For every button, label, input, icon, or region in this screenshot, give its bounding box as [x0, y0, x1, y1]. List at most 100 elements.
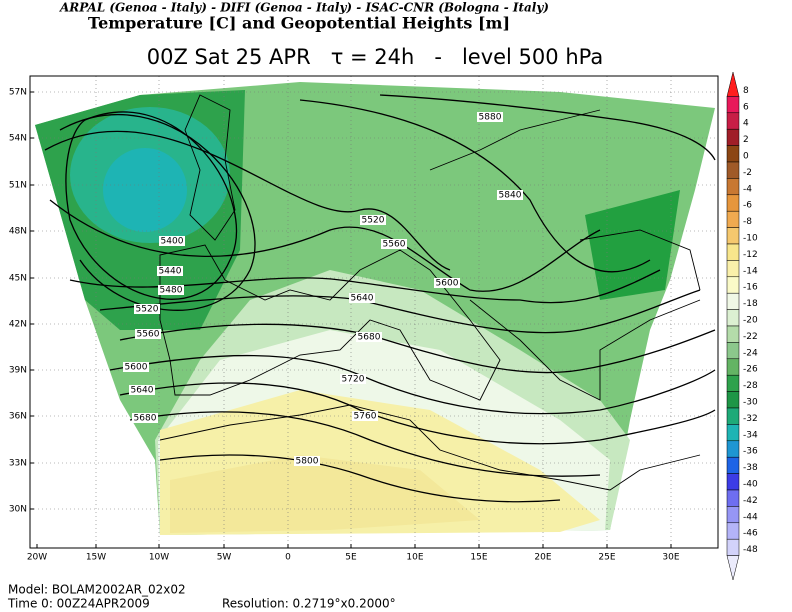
contour-label-bg [360, 215, 386, 225]
contour-label-bg [381, 239, 407, 249]
contour-label-bg [497, 190, 523, 200]
colorbar-label: -24 [743, 348, 758, 358]
lat-label: 33N [9, 459, 27, 469]
lon-label: 15E [470, 553, 487, 563]
coastlines [159, 94, 701, 491]
lat-label: 57N [9, 88, 27, 98]
colorbar-box [726, 407, 740, 425]
colorbar-box [726, 260, 740, 278]
footer-model: Model: BOLAM2002AR_02x02 [8, 583, 186, 597]
contour-label: 5480 [160, 286, 183, 296]
colorbar-label: -22 [743, 332, 758, 342]
colorbar-box [726, 391, 740, 409]
colorbar-box [726, 96, 740, 114]
colorbar-box [726, 128, 740, 146]
colorbar-label: 2 [743, 135, 749, 145]
colorbar-label: -28 [743, 381, 758, 391]
lat-label: 36N [9, 412, 27, 422]
colorbar-box [726, 489, 740, 507]
colorbar-box [726, 342, 740, 360]
colorbar-box [726, 178, 740, 196]
header-line2: Temperature [C] and Geopotential Heights… [88, 14, 510, 33]
colorbar-label: 0 [743, 152, 749, 162]
colorbar-box [726, 145, 740, 163]
footer-resolution: Resolution: 0.2719°x0.2000° [222, 597, 396, 611]
contour-label-bg [294, 456, 320, 466]
colorbar-label: -18 [743, 299, 758, 309]
contour-label-bg [349, 293, 375, 303]
contour-label: 5720 [342, 375, 365, 385]
contour-label: 5840 [499, 191, 522, 201]
map-frame [29, 75, 719, 549]
contour-label-bg [477, 112, 503, 122]
contour-label-bg [159, 236, 185, 246]
colorbar-label: -14 [743, 266, 758, 276]
contour-label: 5560 [383, 240, 406, 250]
map-fields [35, 82, 715, 535]
contour-label-bg [135, 329, 161, 339]
colorbar-box [726, 374, 740, 392]
lon-label: 30E [662, 553, 679, 563]
contour-label: 5760 [354, 412, 377, 422]
lon-label: 25E [598, 553, 615, 563]
colorbar-box [726, 325, 740, 343]
lat-label: 45N [9, 274, 27, 284]
contour-label-bg [134, 304, 160, 314]
lon-label: 5W [217, 553, 232, 563]
contour-label: 5560 [137, 330, 160, 340]
header-line1: ARPAL (Genoa - Italy) - DIFI (Genoa - It… [59, 1, 549, 15]
colorbar-label: -4 [743, 184, 752, 194]
colorbar-box [726, 538, 740, 556]
colorbar-arrow [726, 555, 740, 581]
colorbar-box [726, 456, 740, 474]
colorbar-label: -32 [743, 414, 758, 424]
colorbar-label: -16 [743, 283, 758, 293]
map-labels: 5880584055205560560054005440548055205560… [123, 112, 523, 467]
colorbar-label: -36 [743, 447, 758, 457]
colorbar-label: -8 [743, 217, 752, 227]
contour-label: 5400 [161, 237, 184, 247]
footer-time: Time 0: 00Z24APR2009 [7, 597, 150, 611]
lat-label: 48N [9, 227, 27, 237]
lon-label: 5E [345, 553, 357, 563]
colorbar-label: -48 [743, 545, 758, 555]
colorbar-label: 4 [743, 119, 749, 129]
lon-label: 15W [86, 553, 106, 563]
colorbar-label: -44 [743, 512, 758, 522]
colorbar-label: -40 [743, 480, 758, 490]
colorbar-box [726, 473, 740, 491]
contour-label-bg [158, 285, 184, 295]
colorbar-box [726, 424, 740, 442]
contour-label-bg [340, 374, 366, 384]
contour-label-bg [157, 266, 183, 276]
colorbar-box [726, 276, 740, 294]
lat-label: 54N [9, 134, 27, 144]
contour-label: 5800 [296, 457, 319, 467]
contour-label: 5640 [351, 294, 374, 304]
colorbar-box [726, 309, 740, 327]
contour-label-bg [123, 362, 149, 372]
contour-label-bg [132, 413, 158, 423]
colorbar-box [726, 227, 740, 245]
lon-label: 10W [149, 553, 169, 563]
colorbar-box [726, 210, 740, 228]
colorbar-box [726, 194, 740, 212]
colorbar-label: -20 [743, 316, 758, 326]
map-title: 00Z Sat 25 APR τ = 24h - level 500 hPa [147, 45, 603, 69]
colorbar-label: -34 [743, 430, 758, 440]
contour-label: 5520 [136, 305, 159, 315]
colorbar-label: -6 [743, 201, 752, 211]
lat-label: 30N [9, 505, 27, 515]
colorbar-label: -38 [743, 463, 758, 473]
colorbar-label: -46 [743, 529, 758, 539]
contour-label-bg [352, 411, 378, 421]
lon-label: 0 [285, 553, 291, 563]
colorbar-box [726, 522, 740, 540]
lat-label: 42N [9, 320, 27, 330]
contour-label-bg [129, 385, 155, 395]
colorbar-box [726, 112, 740, 130]
contour-label-bg [434, 278, 460, 288]
colorbar-box [726, 440, 740, 458]
contour-label: 5880 [479, 113, 502, 123]
